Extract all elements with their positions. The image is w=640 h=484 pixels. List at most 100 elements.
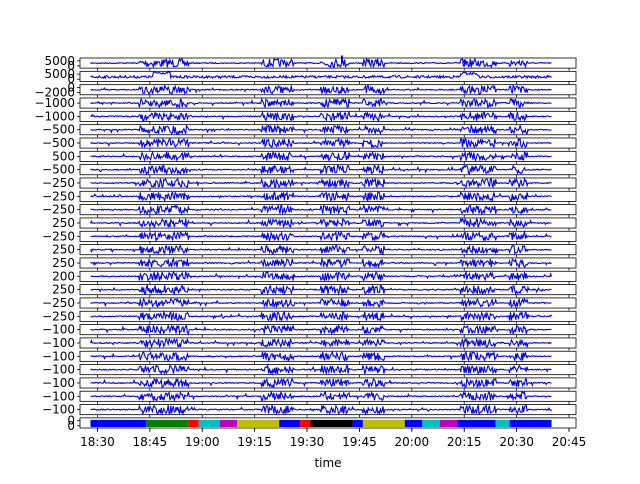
y-tick-label: 0 [67,72,75,86]
panel-frame [79,417,577,429]
signal-panel-24: −100 [42,363,577,378]
y-tick-label: −500 [42,163,75,177]
y-tick-label: 0 [67,80,75,94]
y-tick-label: −500 [42,123,75,137]
y-tick-label: 250 [52,283,75,297]
x-tick-label: 18:30 [80,435,115,449]
panel-frame [79,70,577,82]
signal-panel-26: −100 [42,389,577,404]
y-tick-label: −100 [42,349,75,363]
y-tick-label: 200 [52,269,75,283]
x-tick-label: 20:15 [447,435,482,449]
y-tick-label: −100 [42,363,75,377]
label-segment [146,419,189,427]
y-tick-label: −250 [42,229,75,243]
signal-line [90,57,552,69]
y-tick-label: −1000 [34,109,75,123]
label-segment [422,419,440,427]
signal-line [90,403,552,416]
y-tick-label: −100 [42,389,75,403]
label-segment [219,419,238,427]
y-tick-label: −100 [42,376,75,390]
x-tick-label: 18:45 [133,435,168,449]
signal-line [90,123,552,136]
y-tick-label: −100 [42,336,75,350]
signal-line [90,136,552,150]
signal-line [90,390,552,403]
signal-panel-6: −500 [42,123,577,138]
label-segment [509,419,552,427]
panel-frame [79,84,577,96]
signal-line [89,216,552,229]
signal-line [89,337,552,349]
x-tick-label: 20:45 [552,435,587,449]
y-tick-label: 250 [52,216,75,230]
signal-panel-18: 250 [52,283,577,298]
signal-panel-25: −100 [42,376,577,391]
label-segment [439,419,458,427]
y-tick-label: 0 [67,59,75,73]
y-tick-label: 250 [52,243,75,257]
signal-panel-17: 200 [52,269,577,284]
y-tick-label: 250 [52,256,75,270]
x-tick-label: 19:45 [342,435,377,449]
x-tick-label: 19:15 [237,435,272,449]
y-tick-label: 0 [67,419,75,433]
signal-line [90,283,552,297]
label-segment [279,419,301,427]
signal-panel-9: −500 [42,163,577,178]
label-segment [495,419,510,427]
label-segment [188,419,199,427]
y-tick-label: −250 [42,203,75,217]
label-segment [310,419,353,427]
x-tick-label: 20:00 [395,435,430,449]
signal-line [90,110,552,122]
signal-panel-23: −100 [42,349,577,364]
signal-line [90,83,552,96]
signal-line [90,350,552,363]
signal-panel-22: −100 [42,336,577,351]
signal-line [90,310,552,323]
signal-panel-10: −250 [42,176,577,191]
y-tick-label: 0 [67,414,75,428]
x-axis-label: time [314,456,341,470]
label-segment [404,419,423,427]
signal-line [90,97,552,110]
signal-line [90,297,552,309]
signal-panel-11: −250 [42,189,577,204]
y-tick-label: −250 [42,309,75,323]
signal-panel-12: −250 [42,203,577,218]
signal-panel-8: 500 [52,149,577,164]
x-axis: 18:30 18:45 19:00 19:15 19:30 19:45 20:00 20:15… [80,428,586,449]
signal-line [90,203,552,216]
x-tick-label: 19:00 [185,435,220,449]
signal-panel-27: −100 [42,403,577,418]
label-segment [90,419,147,427]
signal-line [90,376,552,389]
y-tick-label: 5000 [44,67,75,81]
panels-layer: 50000500000−2000−1000−1000−500−500500−50… [34,54,577,433]
label-segment [457,419,496,427]
signal-panel-19: −250 [42,296,577,311]
y-tick-label: −100 [42,403,75,417]
signal-line [90,230,552,243]
label-segment [237,419,280,427]
signal-line [90,164,552,176]
signal-panel-14: −250 [42,229,577,244]
signal-panel-28: 00 [67,414,577,433]
y-tick-label: −250 [42,176,75,190]
label-segment [300,419,311,427]
signal-line [90,323,552,336]
signal-line [90,269,553,282]
x-tick-label: 20:30 [499,435,534,449]
y-tick-label: 500 [52,149,75,163]
y-tick-label: −250 [42,296,75,310]
panel-frame [79,57,577,69]
x-tick-label: 19:30 [290,435,325,449]
signal-panel-13: 250 [52,216,577,231]
signal-panel-21: −100 [42,323,577,338]
